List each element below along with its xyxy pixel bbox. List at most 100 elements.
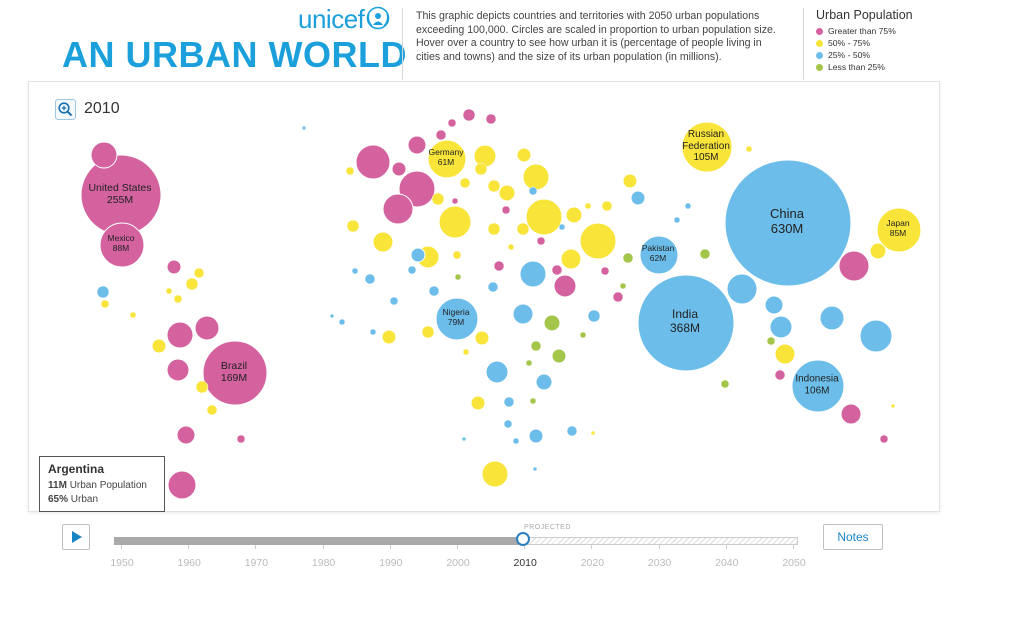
timeline-year-label[interactable]: 2040 xyxy=(715,557,739,569)
bubble-nigeria[interactable] xyxy=(435,297,479,341)
bubble-country[interactable] xyxy=(522,163,550,191)
bubble-country[interactable] xyxy=(590,430,596,436)
bubble-country[interactable] xyxy=(774,343,796,365)
bubble-country[interactable] xyxy=(351,267,359,275)
bubble-country[interactable] xyxy=(454,273,462,281)
bubble-country[interactable] xyxy=(438,205,472,239)
timeline-year-label[interactable]: 2050 xyxy=(782,557,806,569)
bubble-country[interactable] xyxy=(493,260,505,272)
bubble-country[interactable] xyxy=(684,202,692,210)
bubble-country[interactable] xyxy=(838,250,870,282)
timeline-year-label[interactable]: 1960 xyxy=(177,557,201,569)
bubble-country[interactable] xyxy=(461,436,467,442)
bubble-country[interactable] xyxy=(699,248,711,260)
timeline-year-label[interactable]: 2010 xyxy=(513,557,537,569)
play-button[interactable] xyxy=(62,524,90,550)
bubble-country[interactable] xyxy=(421,325,435,339)
zoom-in-icon[interactable] xyxy=(55,99,76,120)
bubble-country[interactable] xyxy=(487,179,501,193)
bubble-country[interactable] xyxy=(165,287,173,295)
timeline-year-label[interactable]: 2030 xyxy=(647,557,672,569)
bubble-country[interactable] xyxy=(487,222,501,236)
bubble-country[interactable] xyxy=(512,437,520,445)
bubble-country[interactable] xyxy=(766,336,776,346)
bubble-country[interactable] xyxy=(532,466,538,472)
bubble-country[interactable] xyxy=(769,315,793,339)
bubble-country[interactable] xyxy=(329,313,335,319)
timeline-year-label[interactable]: 2000 xyxy=(446,557,470,569)
timeline-year-label[interactable]: 1950 xyxy=(110,557,134,569)
bubble-country[interactable] xyxy=(459,177,471,189)
bubble-country[interactable] xyxy=(673,216,681,224)
bubble-country[interactable] xyxy=(462,108,476,122)
bubble-country[interactable] xyxy=(485,360,509,384)
timeline-year-label[interactable]: 2020 xyxy=(580,557,605,569)
bubble-country[interactable] xyxy=(528,186,538,196)
bubble-country[interactable] xyxy=(630,190,646,206)
bubble-mexico[interactable] xyxy=(99,222,145,268)
bubble-country[interactable] xyxy=(619,282,627,290)
bubble-country[interactable] xyxy=(774,369,786,381)
bubble-country[interactable] xyxy=(391,161,407,177)
bubble-country[interactable] xyxy=(452,250,462,260)
bubble-country[interactable] xyxy=(431,192,445,206)
bubble-country[interactable] xyxy=(498,184,516,202)
bubble-country[interactable] xyxy=(519,260,547,288)
bubble-country[interactable] xyxy=(543,314,561,332)
bubble-country[interactable] xyxy=(601,200,613,212)
bubble-country[interactable] xyxy=(516,147,532,163)
bubble-country[interactable] xyxy=(407,265,417,275)
bubble-country[interactable] xyxy=(447,118,457,128)
bubble-country[interactable] xyxy=(176,425,196,445)
bubble-country[interactable] xyxy=(726,273,758,305)
bubble-country[interactable] xyxy=(551,264,563,276)
timeline-track-historical[interactable] xyxy=(114,537,524,545)
bubble-country[interactable] xyxy=(503,419,513,429)
bubble-country[interactable] xyxy=(512,303,534,325)
bubble-country[interactable] xyxy=(173,294,183,304)
bubble-country[interactable] xyxy=(364,273,376,285)
bubble-country[interactable] xyxy=(193,267,205,279)
bubble-country[interactable] xyxy=(535,373,553,391)
bubble-country[interactable] xyxy=(890,403,896,409)
bubble-country[interactable] xyxy=(584,202,592,210)
bubble-country[interactable] xyxy=(529,397,537,405)
bubble-country[interactable] xyxy=(470,395,486,411)
timeline-slider-handle[interactable] xyxy=(516,532,530,546)
bubble-country[interactable] xyxy=(301,125,307,131)
timeline-year-label[interactable]: 1980 xyxy=(311,557,336,569)
bubble-india[interactable] xyxy=(637,274,735,372)
bubble-country[interactable] xyxy=(525,359,533,367)
bubble-country[interactable] xyxy=(389,296,399,306)
bubble-country[interactable] xyxy=(435,129,447,141)
bubble-country[interactable] xyxy=(516,222,530,236)
bubble-country[interactable] xyxy=(194,315,220,341)
bubble-country[interactable] xyxy=(474,162,488,176)
bubble-country[interactable] xyxy=(612,291,624,303)
bubble-country[interactable] xyxy=(840,403,862,425)
bubble-country[interactable] xyxy=(407,135,427,155)
timeline-year-label[interactable]: 1970 xyxy=(244,557,269,569)
bubble-country[interactable] xyxy=(560,248,582,270)
bubble-country[interactable] xyxy=(525,198,563,236)
bubble-country[interactable] xyxy=(166,321,194,349)
bubble-country[interactable] xyxy=(503,396,515,408)
bubble-country[interactable] xyxy=(90,141,118,169)
bubble-country[interactable] xyxy=(151,338,167,354)
bubble-country[interactable] xyxy=(206,404,218,416)
bubble-country[interactable] xyxy=(819,305,845,331)
bubble-indonesia[interactable] xyxy=(791,359,845,413)
bubble-country[interactable] xyxy=(462,348,470,356)
bubble-country[interactable] xyxy=(587,309,601,323)
bubble-country[interactable] xyxy=(507,243,515,251)
bubble-country[interactable] xyxy=(528,428,544,444)
bubble-country[interactable] xyxy=(600,266,610,276)
bubble-country[interactable] xyxy=(551,348,567,364)
bubble-country[interactable] xyxy=(166,259,182,275)
bubble-country[interactable] xyxy=(487,281,499,293)
bubble-argentina[interactable] xyxy=(167,470,197,500)
bubble-country[interactable] xyxy=(764,295,784,315)
bubble-country[interactable] xyxy=(622,173,638,189)
bubble-country[interactable] xyxy=(501,205,511,215)
bubble-country[interactable] xyxy=(410,247,426,263)
